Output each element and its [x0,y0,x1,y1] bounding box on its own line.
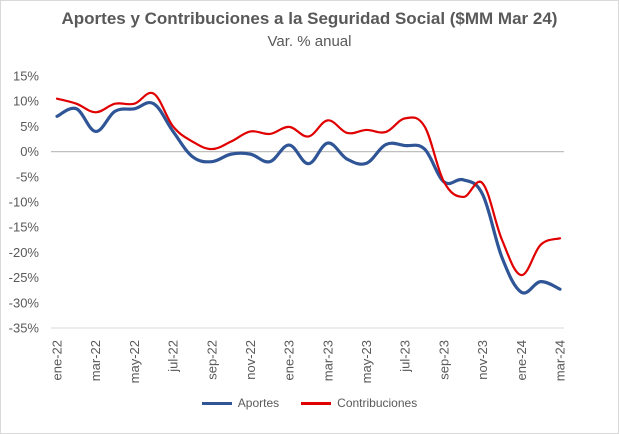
data-point-contribuciones [520,274,522,276]
data-point-aportes [114,110,116,112]
y-tick-label: 0% [20,144,39,159]
data-point-contribuciones [230,140,232,142]
y-tick-label: -20% [9,245,40,260]
data-point-aportes [520,291,522,293]
data-point-contribuciones [114,103,116,105]
series-line-contribuciones [55,91,562,277]
data-point-aportes [365,162,367,164]
data-point-aportes [385,143,387,145]
data-point-contribuciones [423,125,425,127]
chart-subtitle: Var. % anual [267,33,352,50]
data-point-aportes [133,108,135,110]
data-point-contribuciones [385,131,387,133]
data-point-contribuciones [307,135,309,137]
y-tick-label: -30% [9,295,40,310]
data-point-aportes [269,160,271,162]
data-point-contribuciones [559,237,561,239]
data-point-contribuciones [443,181,445,183]
chart-title: Aportes y Contribuciones a la Seguridad … [61,9,558,28]
x-tick-label: may-22 [127,340,142,383]
y-tick-label: -5% [16,169,40,184]
data-point-contribuciones [539,244,541,246]
data-point-aportes [172,130,174,132]
legend-label-aportes: Aportes [237,396,280,410]
data-point-aportes [230,153,232,155]
data-point-contribuciones [191,140,193,142]
data-point-aportes [75,108,77,110]
data-point-aportes [423,148,425,150]
legend-item-contribuciones: Contribuciones [301,396,417,410]
x-tick-label: mar-24 [553,340,568,381]
data-point-aportes [288,144,290,146]
x-tick-label: ene-22 [50,340,65,380]
data-point-aportes [211,160,213,162]
data-point-aportes [346,158,348,160]
x-tick-label: jul-22 [166,340,181,373]
data-point-aportes [404,144,406,146]
data-point-aportes [481,193,483,195]
data-point-contribuciones [153,92,155,94]
legend-swatch-aportes [201,401,232,405]
data-point-aportes [56,115,58,117]
y-tick-label: 15% [13,69,39,84]
data-point-contribuciones [501,239,503,241]
data-point-aportes [501,256,503,258]
legend-swatch-contribuciones [301,401,332,405]
y-tick-label: -25% [9,270,40,285]
data-point-aportes [94,130,96,132]
x-tick-label: may-23 [359,340,374,383]
series-line-aportes [55,100,562,295]
x-tick-label: nov-22 [243,340,258,380]
data-point-contribuciones [365,129,367,131]
x-tick-label: mar-23 [320,340,335,381]
data-point-aportes [539,280,541,282]
data-point-aportes [327,142,329,144]
data-point-contribuciones [404,117,406,119]
data-point-contribuciones [481,182,483,184]
data-point-contribuciones [269,133,271,135]
legend-item-aportes: Aportes [201,396,280,410]
x-tick-label: ene-23 [282,340,297,380]
y-tick-label: -35% [9,321,40,336]
data-point-aportes [559,288,561,290]
data-point-contribuciones [56,97,58,99]
data-point-contribuciones [133,103,135,105]
x-tick-label: jul-23 [398,340,413,373]
x-tick-label: nov-23 [475,340,490,380]
data-point-contribuciones [211,148,213,150]
data-point-aportes [249,153,251,155]
data-point-aportes [462,179,464,181]
legend-label-contribuciones: Contribuciones [337,396,418,410]
data-point-contribuciones [462,196,464,198]
data-point-contribuciones [327,119,329,121]
y-tick-label: -10% [9,195,40,210]
y-tick-label: 5% [20,119,39,134]
x-tick-label: sep-23 [436,340,451,380]
y-tick-label: 10% [13,94,39,109]
data-point-contribuciones [346,132,348,134]
data-point-contribuciones [249,130,251,132]
legend: Aportes Contribuciones [0,396,619,410]
data-point-aportes [307,162,309,164]
y-tick-label: -15% [9,220,40,235]
data-point-contribuciones [172,125,174,127]
data-point-aportes [191,155,193,157]
x-tick-label: sep-22 [204,340,219,380]
data-point-contribuciones [94,111,96,113]
data-point-contribuciones [75,103,77,105]
x-tick-label: ene-24 [514,340,529,380]
data-point-aportes [153,103,155,105]
x-tick-label: mar-22 [88,340,103,381]
data-point-contribuciones [288,126,290,128]
